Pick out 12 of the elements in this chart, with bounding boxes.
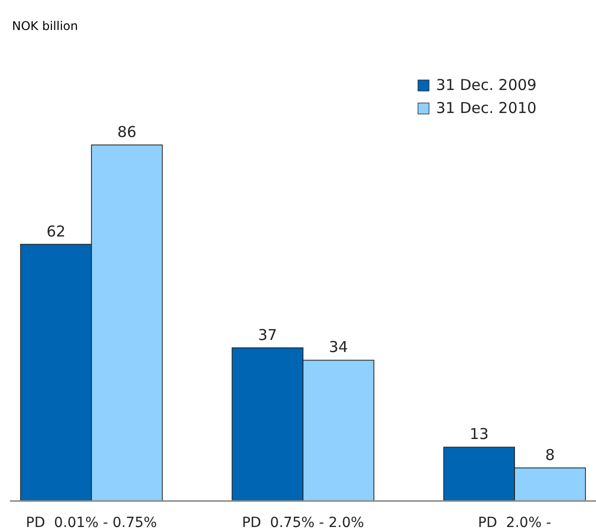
- x-tick-label: PD 0.01% - 0.75%: [26, 515, 157, 531]
- data-label: 13: [470, 425, 489, 444]
- legend-label: 31 Dec. 2010: [436, 99, 537, 117]
- data-label: 86: [117, 122, 136, 141]
- chart-subtitle: NOK billion: [12, 19, 78, 33]
- x-tick-label: PD 0.75% - 2.0%: [242, 515, 364, 531]
- data-label: 37: [258, 326, 278, 344]
- data-label: 34: [328, 338, 348, 356]
- x-tick-label: PD 2.0% -: [478, 515, 552, 531]
- data-label: 8: [545, 446, 555, 464]
- legend-label: 31 Dec. 2009: [436, 76, 537, 94]
- data-label: 62: [46, 222, 66, 240]
